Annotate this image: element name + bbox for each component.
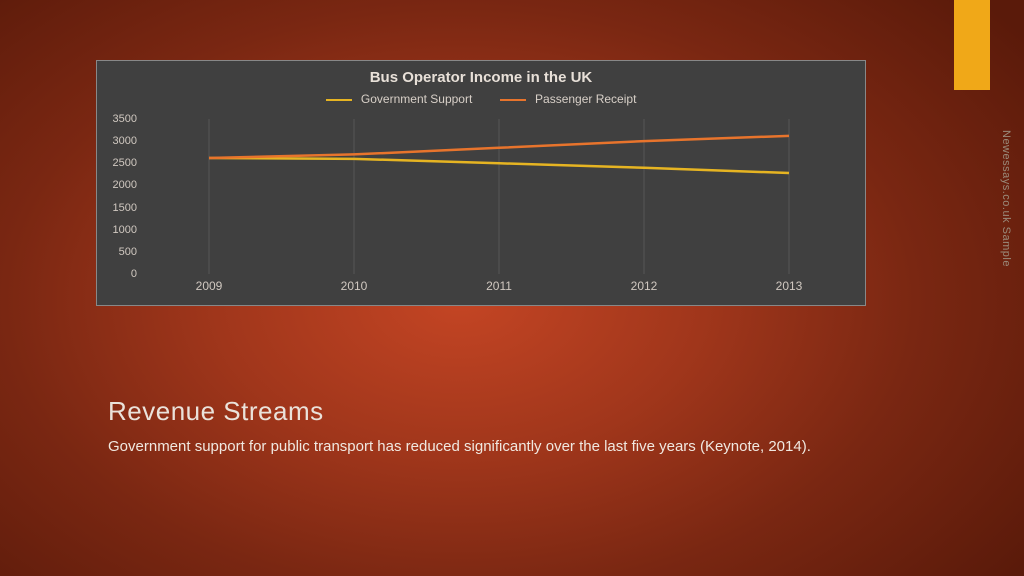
slide-heading: Revenue Streams <box>108 396 324 427</box>
legend-item-gov: Government Support <box>326 92 473 106</box>
y-tick-label: 0 <box>131 268 137 280</box>
y-axis-labels: 0500100015002000250030003500 <box>97 119 143 274</box>
plot-area <box>149 119 849 274</box>
y-tick-label: 3500 <box>113 113 137 125</box>
x-tick-label: 2009 <box>196 279 223 293</box>
y-tick-label: 1000 <box>113 224 137 236</box>
x-axis-labels: 2009 2010 2011 2012 2013 <box>149 279 849 297</box>
legend-item-pass: Passenger Receipt <box>500 92 637 106</box>
chart-title: Bus Operator Income in the UK <box>97 61 865 86</box>
accent-bar <box>954 0 990 90</box>
legend-swatch-pass <box>500 99 526 102</box>
x-tick-label: 2011 <box>486 279 512 293</box>
slide-body: Government support for public transport … <box>108 436 848 457</box>
x-tick-label: 2013 <box>776 279 803 293</box>
x-tick-label: 2012 <box>631 279 658 293</box>
chart-legend: Government Support Passenger Receipt <box>97 86 865 108</box>
y-tick-label: 2000 <box>113 179 137 191</box>
y-tick-label: 1500 <box>113 202 137 214</box>
chart-container: Bus Operator Income in the UK Government… <box>96 60 866 306</box>
x-tick-label: 2010 <box>341 279 368 293</box>
chart-svg <box>149 119 849 274</box>
y-tick-label: 3000 <box>113 135 137 147</box>
y-tick-label: 500 <box>119 246 137 258</box>
legend-label-pass: Passenger Receipt <box>535 92 636 106</box>
y-tick-label: 2500 <box>113 157 137 169</box>
legend-swatch-gov <box>326 99 352 102</box>
watermark-text: Newessays.co.uk Sample <box>1000 130 1012 267</box>
legend-label-gov: Government Support <box>361 92 472 106</box>
